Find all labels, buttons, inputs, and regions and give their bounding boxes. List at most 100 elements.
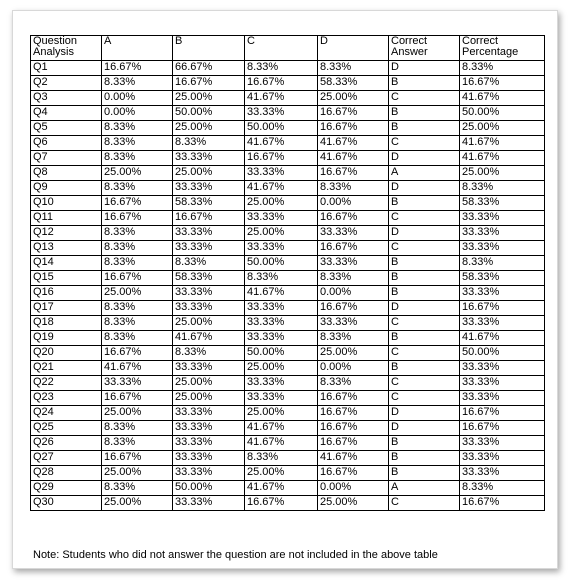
correct-answer-cell: B bbox=[388, 450, 460, 466]
table-row: Q8 25.00% 25.00% 33.33% 16.67% A 25.00% bbox=[30, 165, 545, 181]
correct-percentage-cell: 58.33% bbox=[459, 270, 545, 286]
table-row: Q25 8.33% 33.33% 41.67% 16.67% D 16.67% bbox=[30, 420, 545, 436]
option-d-cell: 16.67% bbox=[317, 465, 389, 481]
question-analysis-table: Question Analysis A B C D Correct Answer… bbox=[30, 35, 545, 511]
option-c-cell: 41.67% bbox=[244, 285, 318, 301]
correct-answer-cell: C bbox=[388, 135, 460, 151]
question-cell: Q26 bbox=[30, 435, 102, 451]
option-a-cell: 16.67% bbox=[101, 270, 173, 286]
option-a-cell: 16.67% bbox=[101, 195, 173, 211]
table-row: Q27 16.67% 33.33% 8.33% 41.67% B 33.33% bbox=[30, 450, 545, 466]
option-b-cell: 33.33% bbox=[172, 495, 245, 511]
option-d-cell: 16.67% bbox=[317, 240, 389, 256]
question-cell: Q10 bbox=[30, 195, 102, 211]
question-cell: Q9 bbox=[30, 180, 102, 196]
question-cell: Q11 bbox=[30, 210, 102, 226]
correct-answer-cell: C bbox=[388, 495, 460, 511]
option-b-cell: 33.33% bbox=[172, 150, 245, 166]
question-cell: Q13 bbox=[30, 240, 102, 256]
option-c-cell: 16.67% bbox=[244, 495, 318, 511]
option-a-cell: 8.33% bbox=[101, 315, 173, 331]
correct-percentage-cell: 33.33% bbox=[459, 285, 545, 301]
option-a-cell: 8.33% bbox=[101, 75, 173, 91]
option-a-cell: 16.67% bbox=[101, 450, 173, 466]
option-d-cell: 0.00% bbox=[317, 360, 389, 376]
table-body: Q1 16.67% 66.67% 8.33% 8.33% D 8.33% Q2 8.33% 16.… bbox=[30, 60, 545, 511]
question-cell: Q29 bbox=[30, 480, 102, 496]
option-b-cell: 16.67% bbox=[172, 75, 245, 91]
option-d-cell: 16.67% bbox=[317, 300, 389, 316]
correct-percentage-cell: 8.33% bbox=[459, 255, 545, 271]
option-b-cell: 66.67% bbox=[172, 60, 245, 76]
correct-answer-cell: C bbox=[388, 375, 460, 391]
option-d-cell: 0.00% bbox=[317, 480, 389, 496]
option-b-cell: 33.33% bbox=[172, 300, 245, 316]
correct-answer-cell: A bbox=[388, 480, 460, 496]
table-header-row: Question Analysis A B C D Correct Answer… bbox=[30, 35, 545, 61]
correct-percentage-cell: 41.67% bbox=[459, 330, 545, 346]
table-row: Q11 16.67% 16.67% 33.33% 16.67% C 33.33% bbox=[30, 210, 545, 226]
table-row: Q7 8.33% 33.33% 16.67% 41.67% D 41.67% bbox=[30, 150, 545, 166]
option-c-cell: 8.33% bbox=[244, 270, 318, 286]
option-b-cell: 33.33% bbox=[172, 360, 245, 376]
option-c-cell: 41.67% bbox=[244, 420, 318, 436]
correct-answer-cell: D bbox=[388, 300, 460, 316]
option-b-cell: 50.00% bbox=[172, 105, 245, 121]
correct-answer-cell: B bbox=[388, 465, 460, 481]
correct-percentage-cell: 33.33% bbox=[459, 465, 545, 481]
question-cell: Q1 bbox=[30, 60, 102, 76]
option-a-cell: 8.33% bbox=[101, 255, 173, 271]
correct-percentage-cell: 50.00% bbox=[459, 345, 545, 361]
table-row: Q18 8.33% 25.00% 33.33% 33.33% C 33.33% bbox=[30, 315, 545, 331]
correct-answer-cell: D bbox=[388, 225, 460, 241]
table-row: Q12 8.33% 33.33% 25.00% 33.33% D 33.33% bbox=[30, 225, 545, 241]
option-a-cell: 33.33% bbox=[101, 375, 173, 391]
table-row: Q28 25.00% 33.33% 25.00% 16.67% B 33.33% bbox=[30, 465, 545, 481]
option-c-cell: 16.67% bbox=[244, 75, 318, 91]
correct-answer-cell: B bbox=[388, 360, 460, 376]
question-cell: Q27 bbox=[30, 450, 102, 466]
correct-percentage-cell: 41.67% bbox=[459, 90, 545, 106]
correct-answer-cell: C bbox=[388, 390, 460, 406]
correct-answer-cell: D bbox=[388, 180, 460, 196]
option-d-cell: 58.33% bbox=[317, 75, 389, 91]
correct-percentage-cell: 25.00% bbox=[459, 120, 545, 136]
option-d-cell: 8.33% bbox=[317, 270, 389, 286]
option-c-cell: 33.33% bbox=[244, 375, 318, 391]
option-a-cell: 8.33% bbox=[101, 150, 173, 166]
correct-percentage-cell: 16.67% bbox=[459, 420, 545, 436]
table-row: Q17 8.33% 33.33% 33.33% 16.67% D 16.67% bbox=[30, 300, 545, 316]
option-a-cell: 25.00% bbox=[101, 495, 173, 511]
option-b-cell: 58.33% bbox=[172, 195, 245, 211]
option-d-cell: 41.67% bbox=[317, 135, 389, 151]
option-d-cell: 16.67% bbox=[317, 405, 389, 421]
correct-percentage-cell: 16.67% bbox=[459, 495, 545, 511]
correct-percentage-cell: 16.67% bbox=[459, 75, 545, 91]
option-b-cell: 33.33% bbox=[172, 435, 245, 451]
correct-answer-cell: B bbox=[388, 195, 460, 211]
option-b-cell: 25.00% bbox=[172, 120, 245, 136]
correct-percentage-cell: 33.33% bbox=[459, 225, 545, 241]
option-b-cell: 33.33% bbox=[172, 225, 245, 241]
option-d-cell: 16.67% bbox=[317, 420, 389, 436]
option-c-cell: 50.00% bbox=[244, 345, 318, 361]
table-row: Q10 16.67% 58.33% 25.00% 0.00% B 58.33% bbox=[30, 195, 545, 211]
option-b-cell: 33.33% bbox=[172, 465, 245, 481]
option-b-cell: 33.33% bbox=[172, 420, 245, 436]
option-a-cell: 16.67% bbox=[101, 345, 173, 361]
question-cell: Q5 bbox=[30, 120, 102, 136]
option-d-cell: 0.00% bbox=[317, 285, 389, 301]
question-cell: Q21 bbox=[30, 360, 102, 376]
option-a-cell: 8.33% bbox=[101, 300, 173, 316]
option-b-cell: 33.33% bbox=[172, 405, 245, 421]
option-a-cell: 0.00% bbox=[101, 90, 173, 106]
option-c-cell: 50.00% bbox=[244, 255, 318, 271]
correct-percentage-cell: 33.33% bbox=[459, 390, 545, 406]
option-c-cell: 41.67% bbox=[244, 480, 318, 496]
option-d-cell: 25.00% bbox=[317, 495, 389, 511]
correct-answer-cell: B bbox=[388, 270, 460, 286]
table-row: Q22 33.33% 25.00% 33.33% 8.33% C 33.33% bbox=[30, 375, 545, 391]
option-d-cell: 41.67% bbox=[317, 150, 389, 166]
option-a-cell: 16.67% bbox=[101, 210, 173, 226]
question-cell: Q14 bbox=[30, 255, 102, 271]
